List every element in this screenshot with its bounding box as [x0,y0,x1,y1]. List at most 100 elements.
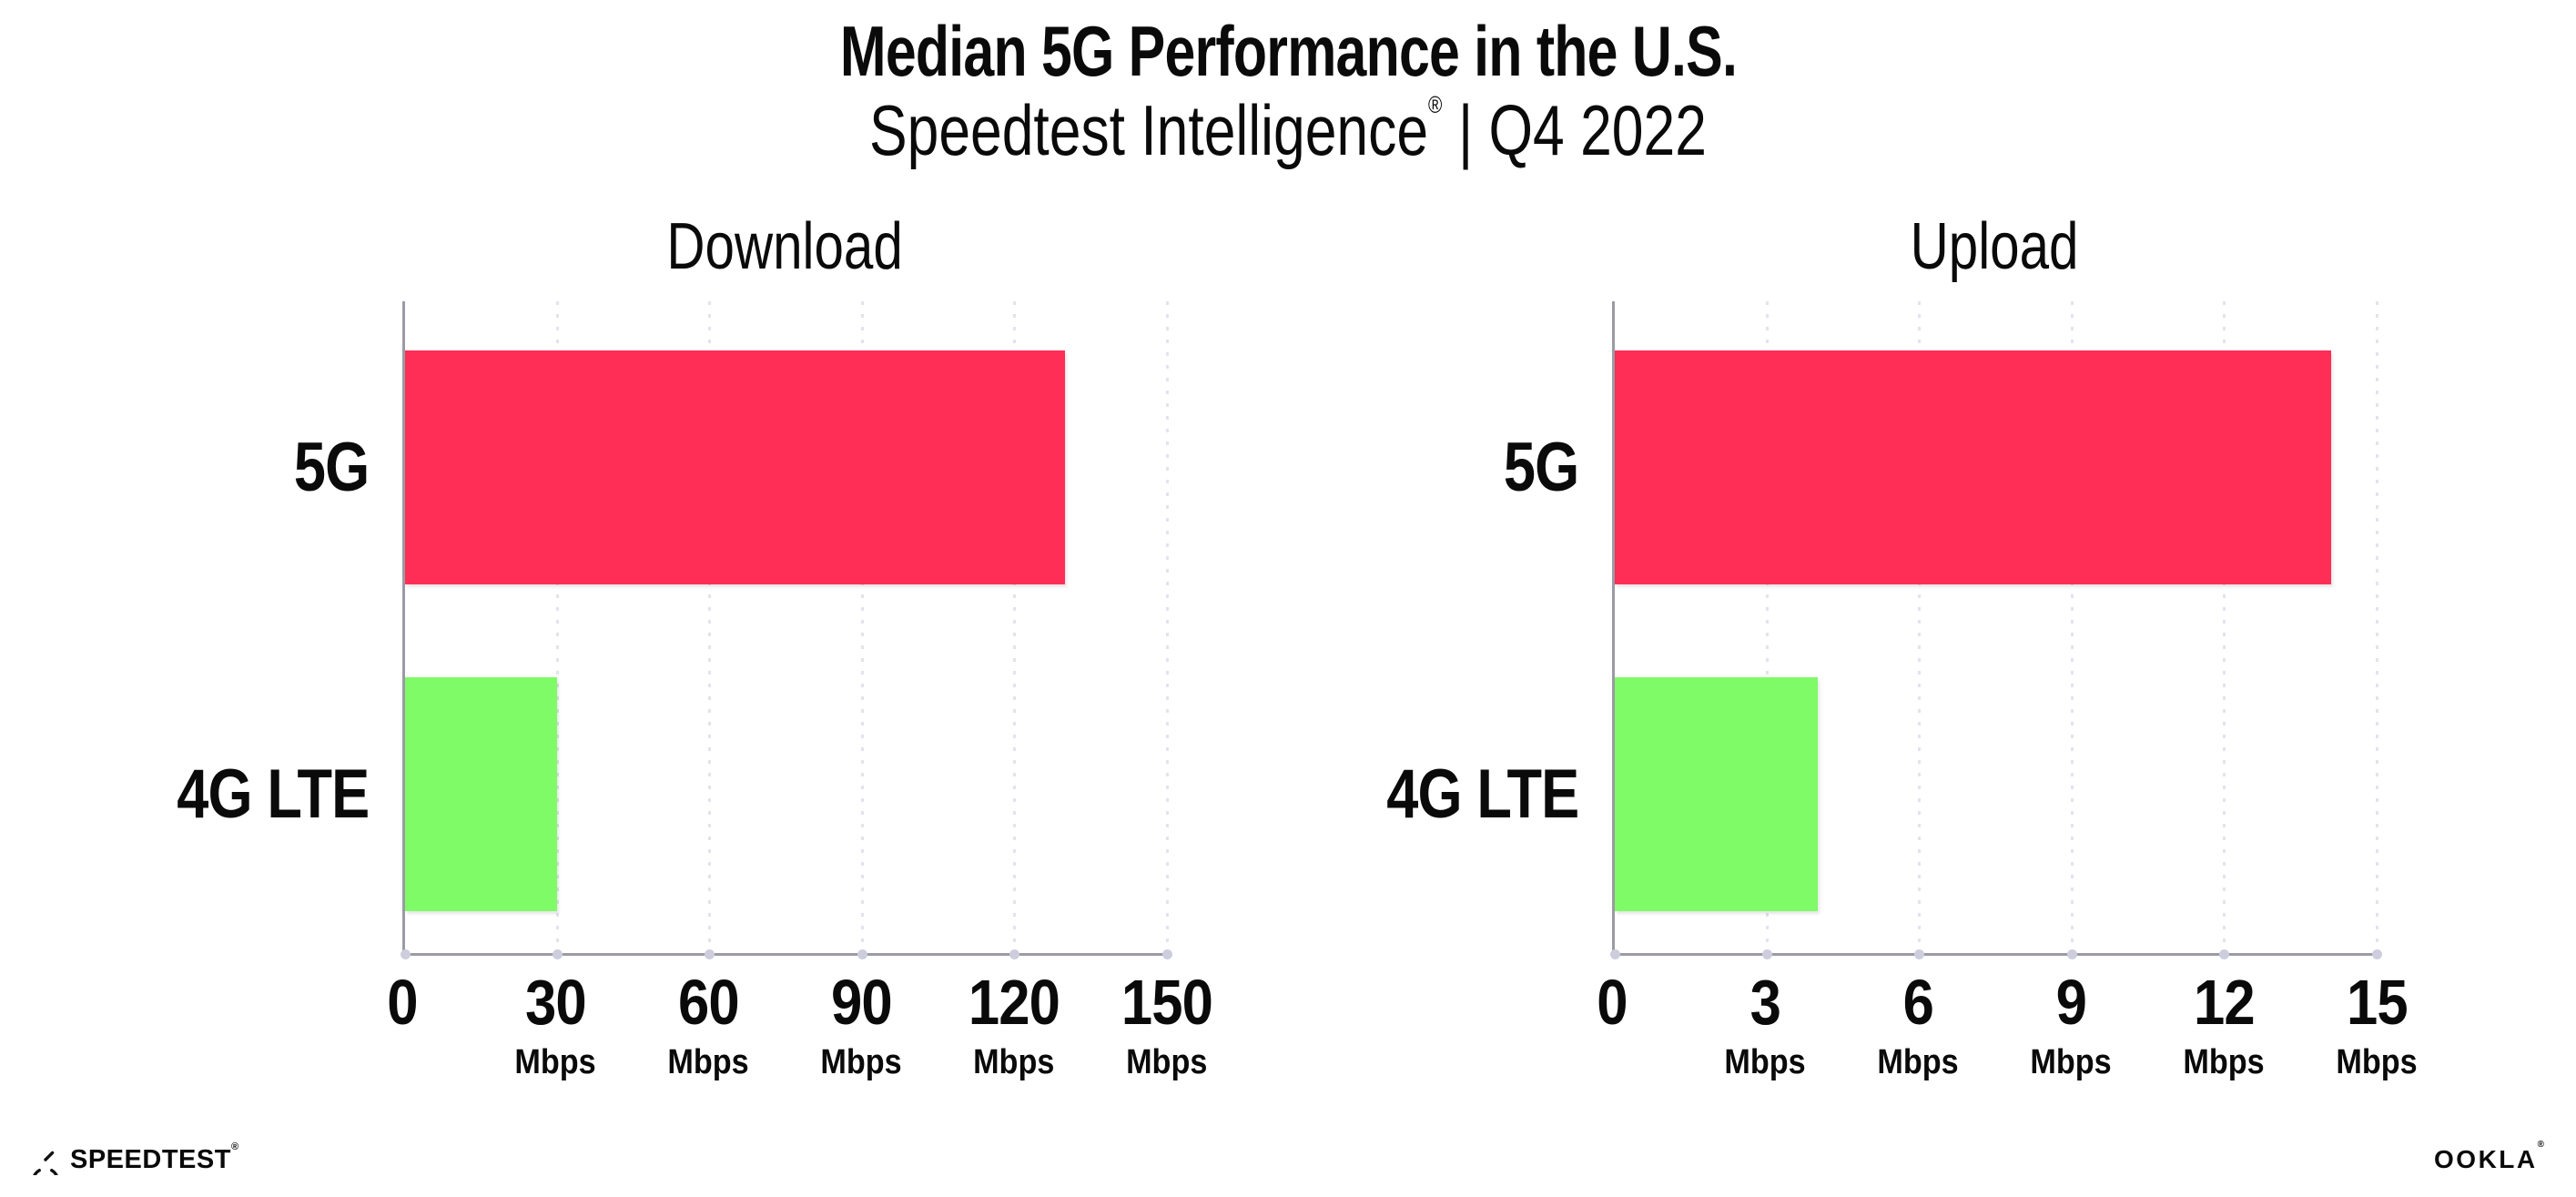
x-tick-upload-9: 9 Mbps [2025,970,2115,1080]
chart-panel-download: Download 5G 4G LTE 0 30 Mbps 60 Mbps 90 Mbps 120 Mb… [27,214,1213,1107]
x-axis-ticks-download: 0 30 Mbps 60 Mbps 90 Mbps 120 Mbps 150 Mbps [387,970,1213,1107]
chart-panel-upload: Upload 5G 4G LTE 0 3 Mbps 6 Mbps 9 Mbps 12 Mbps 15 Mb… [1237,214,2418,1107]
x-tick-value-upload-0: 0 [1597,966,1628,1038]
bar-5g-download [405,350,1066,584]
axis-tick-dot-upload-6 [1914,948,1925,959]
x-tick-value-upload-15: 15 [2346,966,2409,1038]
category-label-5g: 5G [279,350,370,584]
x-tick-unit-download-120: Mbps [973,1042,1055,1081]
axis-tick-dot-download-30 [552,948,563,959]
plot-area-upload [1609,300,2382,959]
speedtest-registered-mark-icon: ® [230,1141,239,1152]
x-tick-unit-upload-3: Mbps [1724,1042,1806,1081]
speedtest-gauge-icon [33,1151,58,1175]
bar-4g-lte-upload [1615,676,1819,911]
axis-tick-dot-download-0 [400,948,411,959]
gridline-download-90 [860,300,864,953]
speedtest-wordmark-text: SPEEDTEST [70,1144,231,1174]
gridline-download-30 [555,300,559,953]
x-tick-value-download-90: 90 [830,966,893,1038]
x-axis-ticks-upload: 0 3 Mbps 6 Mbps 9 Mbps 12 Mbps 15 Mbps [1597,970,2417,1107]
gridline-download-120 [1013,300,1017,953]
gridline-upload-6 [1918,300,1922,953]
category-label-text-4g-lte: 4G LTE [1385,755,1579,833]
subtitle-text: Speedtest Intelligence® | Q4 2022 [869,90,1707,171]
x-tick-download-90: 90 Mbps [816,970,906,1080]
x-tick-unit-download-60: Mbps [667,1042,749,1081]
category-label-text-4g-lte: 4G LTE [176,755,370,833]
ookla-logo: OOKLA® [2434,1140,2544,1174]
plot-wrap-download: 0 30 Mbps 60 Mbps 90 Mbps 120 Mbps 150 Mbps [387,300,1213,1107]
axis-tick-dot-upload-9 [2066,948,2077,959]
chart-body-download: 5G 4G LTE 0 30 Mbps 60 Mbps 90 Mbps 120 Mbps 150 Mbp… [27,300,1213,1107]
x-tick-upload-6: 6 Mbps [1872,970,1962,1080]
x-tick-value-download-0: 0 [387,966,418,1038]
chart-title-download: Download [402,214,1167,279]
x-tick-value-upload-6: 6 [1902,966,1933,1038]
chart-title-text-upload: Upload [1910,209,2079,283]
x-tick-upload-0: 0 [1595,970,1629,1034]
category-label-text-5g: 5G [293,428,370,506]
category-label-4g-lte: 4G LTE [1347,677,1579,911]
x-tick-upload-12: 12 Mbps [2178,970,2268,1080]
category-label-4g-lte: 4G LTE [137,677,370,911]
ookla-registered-mark-icon: ® [2537,1140,2544,1150]
x-tick-unit-upload-15: Mbps [2336,1042,2418,1081]
x-tick-unit-upload-12: Mbps [2183,1042,2265,1081]
x-tick-download-150: 150 Mbps [1115,970,1219,1080]
x-tick-value-upload-12: 12 [2193,966,2256,1038]
x-tick-value-download-30: 30 [524,966,587,1038]
category-labels-upload: 5G 4G LTE [1237,301,1612,956]
footer: SPEEDTEST® OOKLA® [30,1140,2544,1175]
ookla-wordmark-text: OOKLA [2434,1145,2538,1173]
x-tick-unit-download-90: Mbps [820,1042,902,1081]
x-tick-unit-upload-9: Mbps [2030,1042,2112,1081]
x-tick-value-upload-3: 3 [1749,966,1780,1038]
x-tick-unit-upload-6: Mbps [1877,1042,1959,1081]
speedtest-logo: SPEEDTEST® [30,1141,239,1175]
category-label-5g: 5G [1488,350,1579,584]
x-tick-download-30: 30 Mbps [510,970,600,1080]
x-tick-value-download-120: 120 [968,966,1060,1038]
category-label-text-5g: 5G [1503,428,1579,506]
page-title: Median 5G Performance in the U.S. [0,13,2576,89]
speedtest-wordmark: SPEEDTEST® [70,1141,239,1175]
plot-area-download [400,300,1172,959]
axis-tick-dot-upload-0 [1609,948,1620,959]
bar-5g-upload [1615,350,2331,584]
bar-4g-lte-download [405,676,558,911]
axis-tick-dot-upload-3 [1761,948,1772,959]
x-tick-value-download-150: 150 [1121,966,1213,1038]
axis-tick-dot-download-120 [1009,948,1020,959]
x-tick-value-download-60: 60 [677,966,740,1038]
x-tick-download-120: 120 Mbps [962,970,1066,1080]
page-title-text: Median 5G Performance in the U.S. [839,11,1737,91]
x-tick-unit-download-150: Mbps [1126,1042,1208,1081]
axis-tick-dot-download-90 [857,948,867,959]
gridline-upload-9 [2070,300,2074,953]
axis-tick-dot-upload-12 [2219,948,2230,959]
header: Median 5G Performance in the U.S. Speedt… [0,0,2576,168]
x-tick-upload-15: 15 Mbps [2331,970,2421,1080]
axis-tick-dot-upload-15 [2371,948,2382,959]
plot-wrap-upload: 0 3 Mbps 6 Mbps 9 Mbps 12 Mbps 15 Mbps [1597,300,2418,1107]
axis-tick-dot-download-150 [1161,948,1172,959]
subtitle: Speedtest Intelligence® | Q4 2022 [0,90,2576,171]
x-tick-download-60: 60 Mbps [663,970,753,1080]
x-tick-unit-download-30: Mbps [514,1042,596,1081]
gridline-upload-12 [2223,300,2226,953]
gridline-upload-15 [2375,300,2378,953]
chart-title-upload: Upload [1612,214,2377,279]
chart-body-upload: 5G 4G LTE 0 3 Mbps 6 Mbps 9 Mbps 12 Mbps 15 Mbps [1237,300,2418,1107]
x-tick-download-0: 0 [385,970,420,1034]
registered-mark-icon: ® [1428,91,1443,119]
chart-title-text-download: Download [666,209,903,283]
subtitle-period: | Q4 2022 [1458,90,1707,171]
x-tick-upload-3: 3 Mbps [1719,970,1810,1080]
axis-tick-dot-download-60 [705,948,715,959]
gridline-download-60 [708,300,712,953]
charts-row: Download 5G 4G LTE 0 30 Mbps 60 Mbps 90 Mbps 120 Mb… [0,214,2576,1107]
subtitle-brand: Speedtest Intelligence [869,90,1429,171]
gridline-upload-3 [1765,300,1769,953]
